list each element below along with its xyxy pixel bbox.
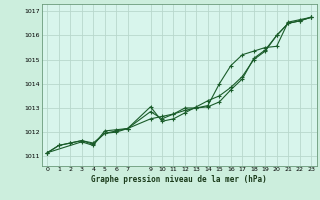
X-axis label: Graphe pression niveau de la mer (hPa): Graphe pression niveau de la mer (hPa) [91,175,267,184]
